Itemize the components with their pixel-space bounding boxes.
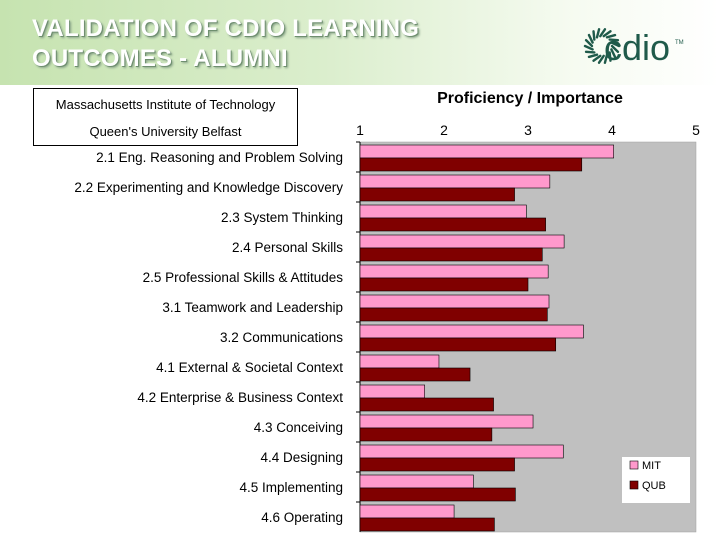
qub-bar	[359, 247, 543, 262]
logo-swirl-stroke	[608, 38, 620, 42]
x-tick-label: 1	[356, 122, 364, 138]
qub-bar	[359, 157, 583, 172]
x-tick-label: 5	[692, 122, 700, 138]
logo-swirl-stroke	[608, 51, 612, 62]
mit-bar	[359, 414, 534, 429]
mit-bar	[359, 264, 549, 279]
logo-swirl-stroke	[610, 41, 621, 48]
category-label: 4.3 Conceiving	[254, 420, 343, 435]
x-tick-label: 2	[440, 122, 448, 138]
slide-title-line-1: VALIDATION OF CDIO LEARNING	[32, 15, 420, 42]
mit-bar	[359, 444, 564, 459]
cdio-logo-tm: TM	[675, 40, 684, 46]
category-label: 2.5 Professional Skills & Attitudes	[143, 270, 344, 285]
cdio-logo-text: cdio	[604, 27, 670, 68]
mit-bar	[359, 354, 440, 369]
category-label: 4.1 External & Societal Context	[156, 360, 343, 375]
qub-bar	[359, 187, 515, 202]
logo-swirl-stroke	[592, 30, 596, 41]
logo-swirl-stroke	[599, 28, 607, 38]
school-qub-label: Queen's University Belfast	[89, 124, 242, 139]
header-band	[0, 0, 720, 85]
mit-bar	[359, 144, 614, 159]
category-label: 4.2 Enterprise & Business Context	[137, 390, 343, 405]
mit-bar	[359, 384, 425, 399]
category-label: 2.4 Personal Skills	[232, 240, 343, 255]
mit-bar	[359, 174, 551, 189]
qub-bar	[359, 487, 516, 502]
mit-bar	[359, 504, 455, 519]
cdio-logo: cdio TM	[583, 27, 684, 68]
logo-swirl-stroke	[603, 53, 609, 64]
logo-swirl-stroke	[610, 44, 620, 54]
school-legend-box: Massachusetts Institute of Technology Qu…	[33, 88, 298, 146]
logo-swirl-stroke	[610, 48, 617, 59]
category-label: 4.6 Operating	[261, 510, 343, 525]
x-tick-label: 3	[524, 122, 532, 138]
category-label: 3.2 Communications	[220, 330, 343, 345]
qub-bar	[359, 397, 494, 412]
logo-swirl-stroke	[602, 30, 612, 38]
logo-swirl-stroke	[605, 33, 617, 39]
x-tick-label: 4	[608, 122, 616, 138]
logo-swirl-stroke	[587, 53, 599, 59]
chart-title: Proficiency / Importance	[437, 90, 623, 107]
qub-bar	[359, 277, 529, 292]
logo-swirl-stroke	[583, 44, 594, 51]
legend-label-mit: MIT	[642, 460, 661, 472]
mit-bar	[359, 324, 584, 339]
qub-bar	[359, 367, 471, 382]
legend-swatch-qub	[629, 480, 639, 490]
qub-bar	[359, 457, 515, 472]
slide-title-line-2: OUTCOMES - ALUMNI	[32, 45, 288, 72]
qub-bar	[359, 517, 495, 532]
mit-bar	[359, 234, 565, 249]
slide-title: VALIDATION OF CDIO LEARNING OUTCOMES - A…	[32, 14, 419, 74]
category-label: 4.4 Designing	[260, 450, 343, 465]
qub-bar	[359, 217, 546, 232]
logo-swirl-stroke	[584, 38, 594, 48]
qub-bar	[359, 427, 493, 442]
logo-swirl-stroke	[597, 54, 605, 64]
cdio-swirl-icon	[583, 28, 621, 64]
mit-bar	[359, 474, 474, 489]
category-label: 4.5 Implementing	[239, 480, 343, 495]
qub-bar	[359, 337, 557, 352]
category-label: 2.1 Eng. Reasoning and Problem Solving	[96, 150, 343, 165]
legend-swatch-mit	[629, 460, 639, 470]
logo-swirl-stroke	[584, 50, 596, 54]
logo-swirl-stroke	[595, 28, 601, 39]
category-label: 3.1 Teamwork and Leadership	[162, 300, 343, 315]
mit-bar	[359, 294, 550, 309]
mit-bar	[359, 204, 527, 219]
logo-swirl-stroke	[587, 33, 594, 44]
legend-label-qub: QUB	[642, 480, 666, 492]
school-mit-label: Massachusetts Institute of Technology	[55, 97, 276, 112]
category-label: 2.3 System Thinking	[221, 210, 343, 225]
qub-bar	[359, 307, 548, 322]
logo-swirl-stroke	[592, 54, 602, 62]
category-label: 2.2 Experimenting and Knowledge Discover…	[74, 180, 343, 195]
